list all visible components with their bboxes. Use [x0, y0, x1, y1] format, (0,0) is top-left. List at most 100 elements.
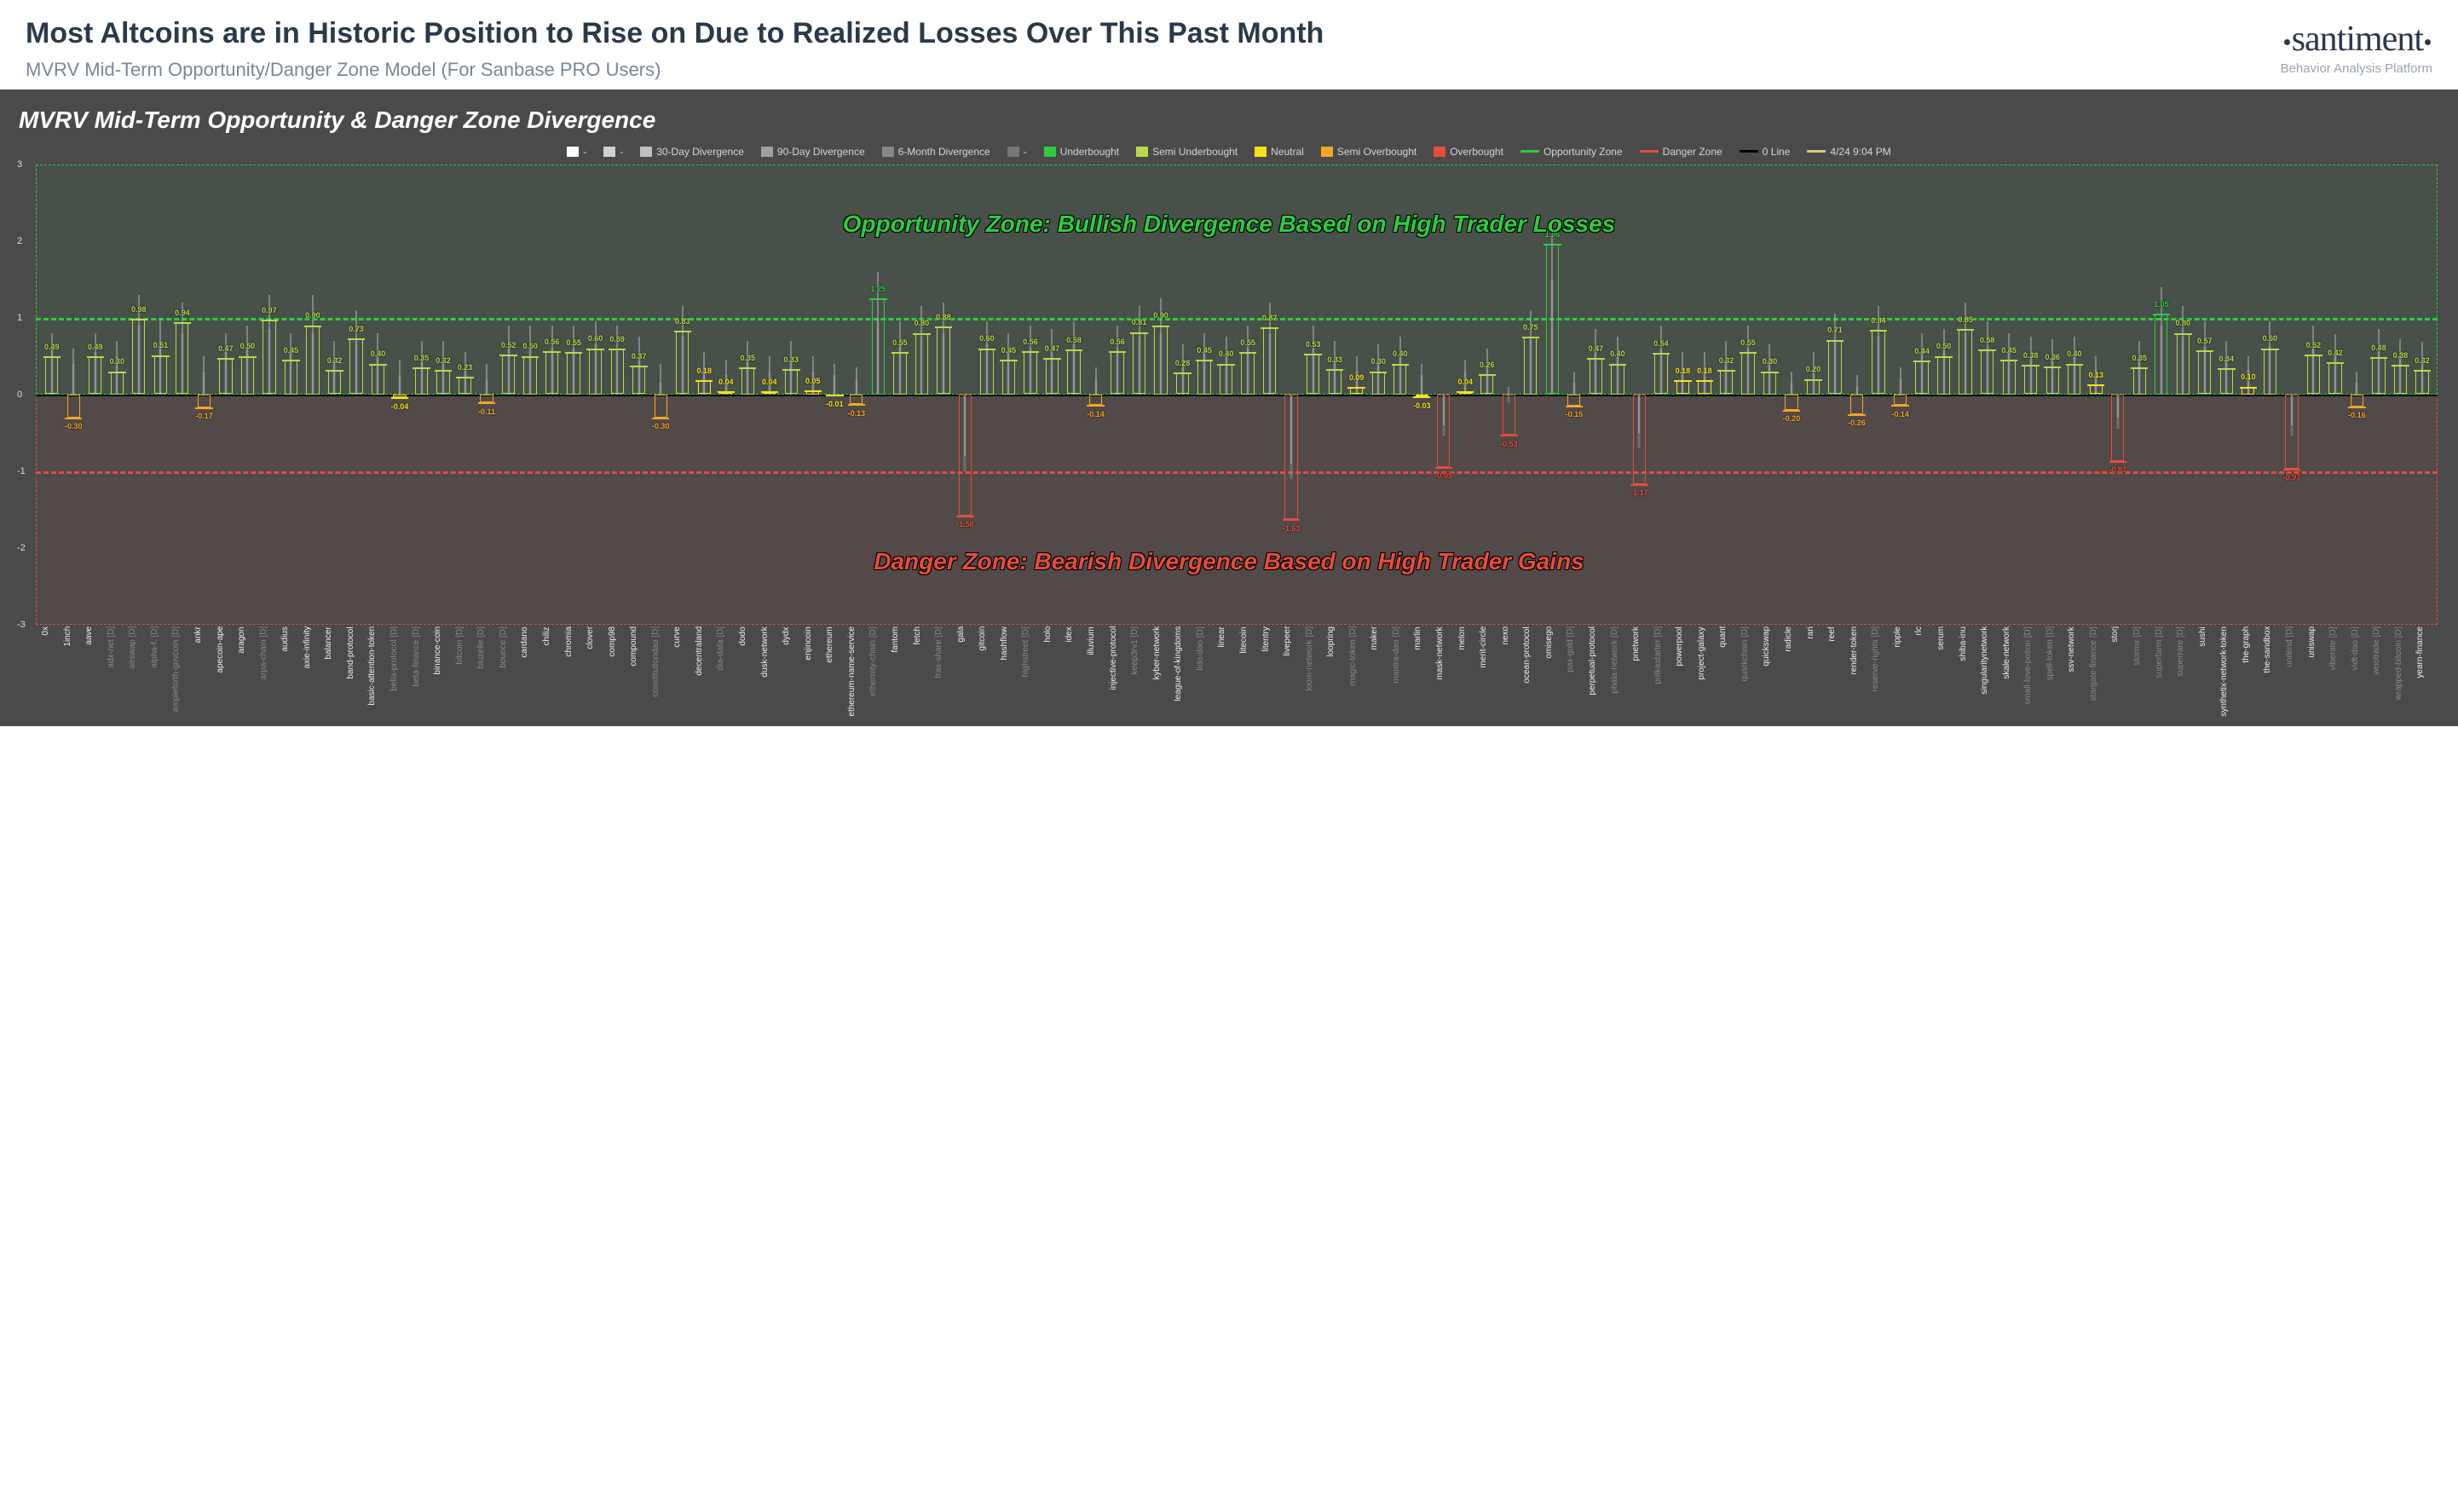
- bar-30d-step: [565, 352, 582, 354]
- x-tick-label: stargate-finance [D]: [2089, 626, 2111, 718]
- bar-30d-step: [1304, 354, 1321, 355]
- bar-30d-step: [435, 370, 452, 372]
- x-tick-label: frax-share [D]: [934, 626, 956, 718]
- legend-item: Overbought: [1434, 146, 1503, 158]
- legend-label: 90-Day Divergence: [777, 146, 865, 158]
- x-tick-label: wrapped-bitcoin [D]: [2394, 626, 2416, 718]
- x-tick-label: synthetix-network-token: [2219, 626, 2242, 718]
- x-tick-label: radicle: [1784, 626, 1806, 718]
- bar-30d-step: [695, 380, 713, 382]
- whisker-90d: [1248, 326, 1249, 395]
- bar-30d-step: [2327, 362, 2344, 364]
- bar-30d-step: [1087, 405, 1104, 407]
- bar-value-label: 0.84: [1871, 316, 1886, 325]
- whisker-90d: [1617, 337, 1618, 395]
- legend-item: 30-Day Divergence: [640, 146, 744, 158]
- bar-value-label: -0.53: [1500, 440, 1518, 448]
- x-tick-label: rlc: [1914, 626, 1936, 718]
- x-tick-label: litentry: [1261, 626, 1284, 718]
- bar-value-label: 0.23: [458, 363, 473, 372]
- x-tick-label: ethereum-name-service: [847, 626, 869, 718]
- x-tick-label: alpha-f. [D]: [150, 626, 172, 718]
- legend-item: Semi Underbought: [1136, 146, 1238, 158]
- bar-value-label: 0.55: [892, 338, 908, 347]
- x-tick-label: omisego: [1544, 626, 1567, 718]
- bar-30d-step: [282, 360, 299, 361]
- whisker-90d: [355, 310, 356, 395]
- bar-value-label: 0.50: [1936, 342, 1952, 350]
- page-header: Most Altcoins are in Historic Position t…: [0, 0, 2458, 89]
- legend-label: 0 Line: [1763, 146, 1791, 158]
- x-tick-label: apecoin-ape: [216, 626, 238, 718]
- x-tick-label: clover: [586, 626, 608, 718]
- whisker-90d: [769, 356, 770, 395]
- bar-value-label: 0.56: [1110, 338, 1125, 346]
- bar-30d-step: [2087, 384, 2104, 386]
- bar-30d: [1850, 395, 1863, 414]
- x-tick-label: yearn-finance: [2415, 626, 2438, 718]
- bar-value-label: 0.35: [414, 354, 430, 362]
- bar-30d-step: [1653, 353, 1670, 355]
- x-tick-label: beta-finance [D]: [412, 626, 434, 718]
- bar-value-label: 0.55: [566, 338, 581, 347]
- legend-item: 6-Month Divergence: [882, 146, 990, 158]
- legend-swatch: [1044, 147, 1056, 157]
- x-tick-label: phala-network [D]: [1610, 626, 1632, 718]
- x-tick-label: unilend [D]: [2285, 626, 2307, 718]
- bar-30d-step: [805, 390, 822, 392]
- bar-30d-step: [1479, 374, 1496, 376]
- bar-30d-step: [2109, 461, 2126, 463]
- whisker-90d: [856, 367, 857, 395]
- bar-value-label: 0.28: [1175, 359, 1191, 367]
- legend-swatch: [1321, 147, 1333, 157]
- bar-30d-step: [1370, 372, 1387, 373]
- bar-value-label: 0.53: [1306, 340, 1321, 349]
- bar-30d-step: [782, 369, 799, 371]
- bar-30d-step: [1826, 340, 1844, 342]
- bar-value-label: 0.97: [262, 306, 277, 315]
- bar-value-label: 0.58: [1066, 336, 1082, 344]
- bar-30d-step: [1935, 356, 1952, 358]
- bar-30d-step: [848, 404, 865, 406]
- x-tick-label: ripple: [1893, 626, 1915, 718]
- bar-value-label: -0.87: [2109, 465, 2126, 474]
- legend-item: 0 Line: [1740, 146, 1791, 158]
- bar-value-label: 0.44: [1914, 347, 1930, 355]
- legend-label: Overbought: [1450, 146, 1503, 158]
- bar-value-label: 0.88: [936, 313, 951, 321]
- x-tick-label: melon: [1457, 626, 1480, 718]
- x-tick-label: holo: [1043, 626, 1065, 718]
- x-tick-label: chromia: [564, 626, 586, 718]
- bar-value-label: 0.04: [762, 378, 777, 386]
- opportunity-zone-label: Opportunity Zone: Bullish Divergence Bas…: [20, 211, 2438, 238]
- bar-value-label: -0.11: [478, 407, 495, 416]
- bar-value-label: -1.17: [1630, 488, 1648, 497]
- bar-value-label: 0.59: [609, 335, 625, 343]
- y-tick-label: -1: [17, 466, 26, 476]
- bar-30d-step: [478, 402, 495, 404]
- x-tick-label: storj: [2110, 626, 2132, 718]
- legend-label: 4/24 9:04 PM: [1830, 146, 1890, 158]
- whisker-90d: [312, 295, 313, 395]
- x-tick-label: vidt-dao [D]: [2351, 626, 2373, 718]
- legend-label: -: [583, 146, 586, 158]
- bar-value-label: 0.32: [1719, 356, 1734, 365]
- bar-value-label: 0.50: [240, 342, 256, 350]
- bar-30d-step: [1674, 380, 1691, 382]
- bar-value-label: 0.30: [110, 357, 125, 366]
- brand-subtitle: Behavior Analysis Platform: [2281, 61, 2432, 76]
- x-tick-label: idex: [1065, 626, 1087, 718]
- x-tick-label: decentraland: [695, 626, 717, 718]
- x-tick-label: ethernity-chain [D]: [868, 626, 891, 718]
- x-tick-label: adx-net [D]: [107, 626, 129, 718]
- bar-30d-step: [1761, 372, 1778, 373]
- bar-value-label: 0.45: [1001, 346, 1017, 355]
- bar-30d: [198, 395, 211, 407]
- whisker-90d: [965, 395, 966, 456]
- legend-swatch: [567, 147, 579, 157]
- whisker-90d: [1856, 375, 1857, 395]
- x-tick-label: gitcoin: [978, 626, 1000, 718]
- bar-30d-step: [1065, 349, 1082, 351]
- whisker-90d: [400, 360, 401, 395]
- x-tick-label: mask-network: [1435, 626, 1457, 718]
